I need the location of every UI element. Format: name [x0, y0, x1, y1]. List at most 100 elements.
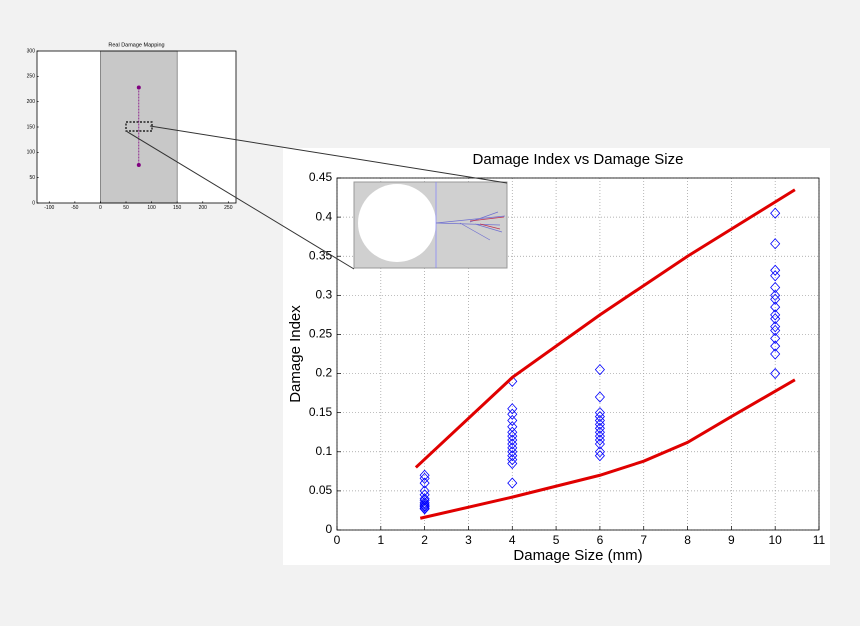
point [770, 367, 781, 380]
x-tick-label: 8 [684, 533, 691, 547]
x-tick-label: 100 [147, 205, 156, 211]
point [594, 391, 605, 403]
point [507, 454, 518, 466]
y-tick-label: 200 [27, 99, 36, 105]
y-tick-label: 0 [32, 200, 35, 206]
point [594, 430, 605, 442]
point [507, 446, 518, 458]
point [594, 364, 605, 376]
point [419, 469, 430, 481]
point [770, 281, 781, 294]
point [594, 414, 605, 427]
chart-title: Real Damage Mapping [108, 42, 164, 48]
point [770, 340, 781, 352]
inset-paths-red [469, 216, 505, 230]
point [507, 477, 518, 489]
x-tick-label: 1 [377, 533, 384, 547]
point [594, 407, 605, 419]
x-tick-label: -50 [71, 205, 78, 211]
point [507, 457, 518, 470]
point [419, 489, 430, 501]
point [419, 477, 430, 489]
point [770, 289, 781, 301]
line [419, 378, 796, 520]
y-tick-label: 0.45 [309, 170, 333, 184]
plot-frame [36, 50, 237, 204]
point [770, 207, 781, 219]
x-tick-label: 200 [199, 205, 208, 211]
point [770, 270, 781, 282]
point [594, 426, 605, 438]
x-tick-label: 9 [728, 533, 735, 547]
point [594, 438, 605, 450]
inset-paths [435, 211, 506, 241]
x-tick-label: 3 [465, 533, 472, 547]
point [770, 348, 781, 360]
point [507, 438, 518, 450]
y-tick-label: 250 [27, 74, 36, 80]
point [770, 313, 781, 325]
x-tick-label: 7 [640, 533, 647, 547]
zoom-line [149, 125, 508, 184]
x-tick-label: 5 [553, 533, 560, 547]
x-tick-label: 2 [421, 533, 428, 547]
point [419, 498, 430, 510]
y-tick-label: 0.05 [309, 483, 333, 497]
line [414, 188, 796, 469]
x-tick-label: 250 [224, 205, 233, 211]
point [770, 301, 781, 313]
point [594, 410, 605, 423]
zoom-line [125, 130, 355, 270]
point [594, 418, 605, 430]
y-tick-label: 0.15 [309, 405, 333, 419]
point [770, 332, 781, 344]
point [507, 426, 518, 438]
point [770, 321, 781, 333]
y-tick-label: 300 [27, 48, 36, 54]
point [507, 430, 518, 442]
point [507, 450, 518, 462]
charts: -100 -50 0 50 100 150 200 250050100150200250300… [27, 42, 826, 564]
x-tick-label: -100 [44, 205, 54, 211]
x-axis-label: Damage Size (mm) [513, 547, 642, 564]
point [770, 309, 781, 321]
point [507, 421, 518, 433]
y-tick-label: 0.35 [309, 248, 333, 262]
point [419, 500, 430, 513]
x-tick-label: 11 [813, 533, 826, 547]
point [419, 485, 430, 497]
y-axis-label: Damage Index [287, 305, 304, 403]
point [419, 502, 430, 514]
point [507, 408, 518, 420]
x-tick-label: 0 [334, 533, 341, 547]
point [770, 238, 781, 250]
y-tick-label: 0.1 [316, 444, 333, 458]
x-tick-label: 6 [597, 533, 604, 547]
point [594, 446, 605, 458]
inset [353, 181, 508, 269]
point [507, 442, 518, 454]
y-tick-label: 0.2 [316, 366, 333, 380]
point [594, 422, 605, 434]
point [770, 293, 781, 305]
x-tick-label: 10 [769, 533, 783, 547]
x-tick-label: 0 [99, 205, 102, 211]
y-tick-label: 50 [29, 175, 35, 181]
point [507, 403, 518, 415]
y-tick-label: 0.3 [316, 288, 333, 302]
point [136, 85, 141, 90]
region [100, 50, 178, 204]
point [770, 264, 781, 276]
point [419, 503, 430, 515]
point [419, 494, 430, 506]
y-tick-label: 0.25 [309, 327, 333, 341]
x-tick-label: 4 [509, 533, 516, 547]
plot-frame [336, 177, 820, 531]
y-tick-label: 100 [27, 150, 36, 156]
point [770, 324, 781, 337]
point [419, 500, 430, 512]
x-tick-label: 50 [123, 205, 129, 211]
point [594, 434, 605, 446]
y-tick-label: 150 [27, 124, 36, 130]
